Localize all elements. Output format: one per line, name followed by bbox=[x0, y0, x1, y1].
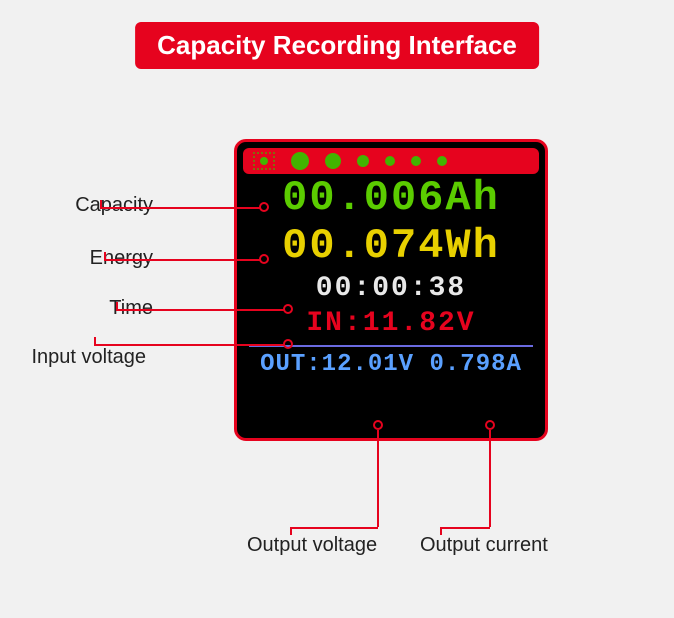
leader-endpoint-icon bbox=[259, 202, 269, 212]
leader-line bbox=[377, 430, 379, 527]
output-row: OUT:12.01V 0.798A bbox=[260, 349, 522, 380]
output-prefix: OUT: bbox=[260, 351, 322, 378]
label-output-voltage: Output voltage bbox=[247, 534, 377, 557]
leader-endpoint-icon bbox=[283, 304, 293, 314]
leader-endpoint-icon bbox=[373, 420, 383, 430]
output-voltage-value: 12.01V bbox=[322, 351, 414, 378]
device-screen: 00.006Ah 00.074Wh 00:00:38 IN:11.82V OUT… bbox=[234, 139, 548, 441]
status-bar bbox=[243, 148, 539, 174]
leader-line bbox=[440, 527, 490, 529]
time-value: 00:00:38 bbox=[316, 271, 466, 306]
status-dot bbox=[437, 156, 447, 166]
leader-line bbox=[100, 207, 260, 209]
status-dot bbox=[291, 152, 309, 170]
leader-line bbox=[290, 527, 378, 529]
status-dot bbox=[325, 153, 341, 169]
page-title: Capacity Recording Interface bbox=[135, 22, 539, 69]
input-voltage-row: IN:11.82V bbox=[306, 306, 475, 341]
leader-endpoint-icon bbox=[283, 339, 293, 349]
leader-endpoint-icon bbox=[485, 420, 495, 430]
leader-line bbox=[104, 259, 260, 261]
energy-value: 00.074Wh bbox=[282, 222, 500, 270]
status-brightness-icon bbox=[253, 152, 275, 170]
label-capacity: Capacity bbox=[63, 194, 153, 217]
input-voltage-value: 11.82V bbox=[363, 308, 476, 339]
status-dot bbox=[357, 155, 369, 167]
leader-endpoint-icon bbox=[259, 254, 269, 264]
status-dot bbox=[385, 156, 395, 166]
capacity-value: 00.006Ah bbox=[282, 174, 500, 222]
label-output-current: Output current bbox=[420, 534, 548, 557]
leader-line bbox=[489, 430, 491, 527]
leader-tick bbox=[440, 527, 442, 535]
status-dot bbox=[411, 156, 421, 166]
leader-line bbox=[94, 344, 284, 346]
label-input-voltage: Input voltage bbox=[16, 346, 146, 369]
leader-line bbox=[116, 309, 284, 311]
output-current-value: 0.798A bbox=[430, 351, 522, 378]
leader-tick bbox=[290, 527, 292, 535]
input-prefix: IN: bbox=[306, 308, 362, 339]
